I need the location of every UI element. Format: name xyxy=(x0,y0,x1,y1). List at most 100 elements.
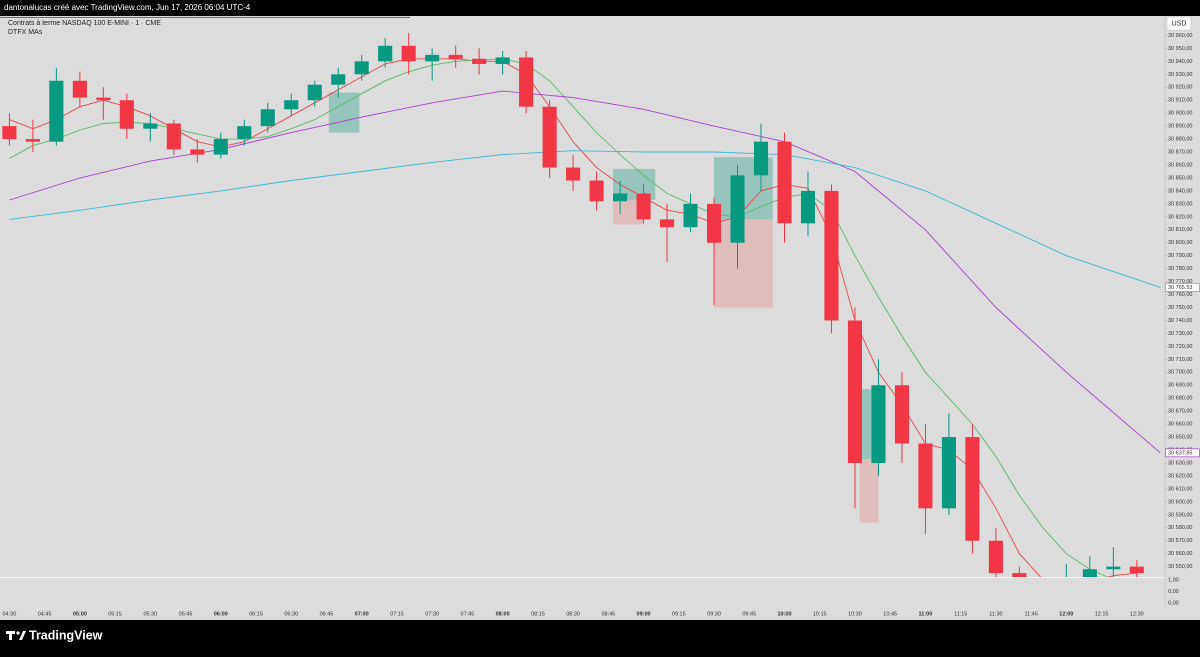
y-tick-label: 30 710,00 xyxy=(1168,357,1192,363)
y-tick-label: 30 720,00 xyxy=(1168,344,1192,350)
x-tick-label: 05:15 xyxy=(108,611,122,617)
candle-body xyxy=(918,443,933,509)
candle-body xyxy=(307,84,322,101)
y-tick-label: 30 650,00 xyxy=(1168,435,1192,441)
x-tick-label: 08:30 xyxy=(566,611,580,617)
candle-body xyxy=(1106,566,1121,570)
x-tick-label: 07:00 xyxy=(355,611,369,617)
candle-body xyxy=(72,80,87,98)
plot-area xyxy=(2,32,1161,577)
x-tick-label: 05:30 xyxy=(143,611,157,617)
candle-body xyxy=(378,45,393,62)
x-tick-label: 12:15 xyxy=(1095,611,1109,617)
y-tick-label: 30 910,00 xyxy=(1168,98,1192,104)
y-tick-label: 30 600,00 xyxy=(1168,499,1192,505)
y-tick-label: 30 660,00 xyxy=(1168,422,1192,428)
y-tick-label: 30 860,00 xyxy=(1168,162,1192,168)
y-tick-label: 30 880,00 xyxy=(1168,137,1192,143)
candle-body xyxy=(941,437,956,509)
y-tick-label: 30 620,00 xyxy=(1168,473,1192,479)
x-tick-label: 07:15 xyxy=(390,611,404,617)
y-tick-label: 30 900,00 xyxy=(1168,111,1192,117)
moving-average xyxy=(9,150,1161,288)
currency-box[interactable] xyxy=(1166,16,1192,31)
zone xyxy=(328,92,360,133)
y-tick-label: 30 850,00 xyxy=(1168,175,1192,181)
y-tick-label: 30 930,00 xyxy=(1168,72,1192,78)
candle-body xyxy=(190,149,205,155)
x-tick-label: 11:45 xyxy=(1024,611,1037,617)
y-tick-label: 30 550,00 xyxy=(1168,564,1192,570)
lower-pane-label: 0,00 xyxy=(1168,589,1179,595)
lower-pane-label: 1,00 xyxy=(1168,577,1179,583)
x-tick-label: 09:15 xyxy=(672,611,686,617)
y-tick-label: 30 610,00 xyxy=(1168,486,1192,492)
candle-body xyxy=(753,141,769,176)
candle-body xyxy=(660,219,675,228)
y-tick-label: 30 630,00 xyxy=(1168,460,1192,466)
currency[interactable]: USD xyxy=(1172,20,1187,27)
x-tick-label: 12:00 xyxy=(1059,611,1073,617)
y-tick-label: 30 680,00 xyxy=(1168,396,1192,402)
candle-body xyxy=(683,203,698,228)
y-tick-label: 30 960,00 xyxy=(1168,33,1192,39)
x-tick-label: 06:45 xyxy=(320,611,334,617)
candle-body xyxy=(824,190,839,321)
candle-body xyxy=(988,540,1003,574)
candle-body xyxy=(213,139,228,155)
x-tick-label: 06:15 xyxy=(249,611,263,617)
x-tick-label: 11:30 xyxy=(989,611,1002,617)
header-bar xyxy=(0,0,1200,16)
candle-body xyxy=(284,100,299,110)
candle-body xyxy=(706,203,722,243)
price-tag-label: 30 765,53 xyxy=(1168,285,1192,291)
candle-body xyxy=(566,167,581,181)
y-tick-label: 30 740,00 xyxy=(1168,318,1192,324)
x-tick-label: 04:45 xyxy=(38,611,52,617)
y-tick-label: 30 570,00 xyxy=(1168,538,1192,544)
y-tick-label: 30 770,00 xyxy=(1168,279,1192,285)
candle-body xyxy=(331,74,346,85)
candle-body xyxy=(894,385,909,444)
candle-body xyxy=(542,106,557,168)
x-tick-label: 06:00 xyxy=(214,611,228,617)
logo-part xyxy=(9,631,12,640)
candle-body xyxy=(354,61,369,75)
candle-body xyxy=(519,57,534,107)
y-tick-label: 30 580,00 xyxy=(1168,525,1192,531)
candle-body xyxy=(1082,569,1097,577)
candle-body xyxy=(613,193,628,202)
y-tick-label: 30 750,00 xyxy=(1168,305,1192,311)
logo-part xyxy=(16,631,20,635)
x-tick-label: 08:00 xyxy=(496,611,510,617)
candle-body xyxy=(96,97,111,101)
candle-body xyxy=(143,123,158,129)
y-tick-label: 30 760,00 xyxy=(1168,292,1192,298)
x-tick-label: 09:00 xyxy=(637,611,651,617)
moving-average xyxy=(9,58,1109,577)
candle-body xyxy=(260,109,275,127)
y-tick-label: 30 870,00 xyxy=(1168,149,1192,155)
x-tick-label: 10:15 xyxy=(813,611,827,617)
y-tick-label: 30 840,00 xyxy=(1168,188,1192,194)
symbol-title: Contrats à terme NASDAQ 100 E-MINI · 1 ·… xyxy=(8,20,161,27)
candle-body xyxy=(25,139,40,142)
y-tick-label: 30 560,00 xyxy=(1168,551,1192,557)
candle-body xyxy=(472,58,487,64)
x-tick-label: 06:30 xyxy=(284,611,298,617)
candle-body xyxy=(401,45,416,62)
candle-body xyxy=(237,126,252,140)
candle-body xyxy=(1129,566,1144,574)
candle-body xyxy=(1012,573,1027,577)
x-tick-label: 12:30 xyxy=(1130,611,1144,617)
x-tick-label: 08:15 xyxy=(531,611,545,617)
chart-background xyxy=(0,16,1200,620)
y-tick-label: 30 700,00 xyxy=(1168,370,1192,376)
candle-body xyxy=(965,437,980,541)
candle-body xyxy=(119,100,134,129)
y-tick-label: 30 780,00 xyxy=(1168,266,1192,272)
x-tick-label: 10:45 xyxy=(883,611,897,617)
candle-body xyxy=(49,80,64,142)
y-tick-label: 30 820,00 xyxy=(1168,214,1192,220)
